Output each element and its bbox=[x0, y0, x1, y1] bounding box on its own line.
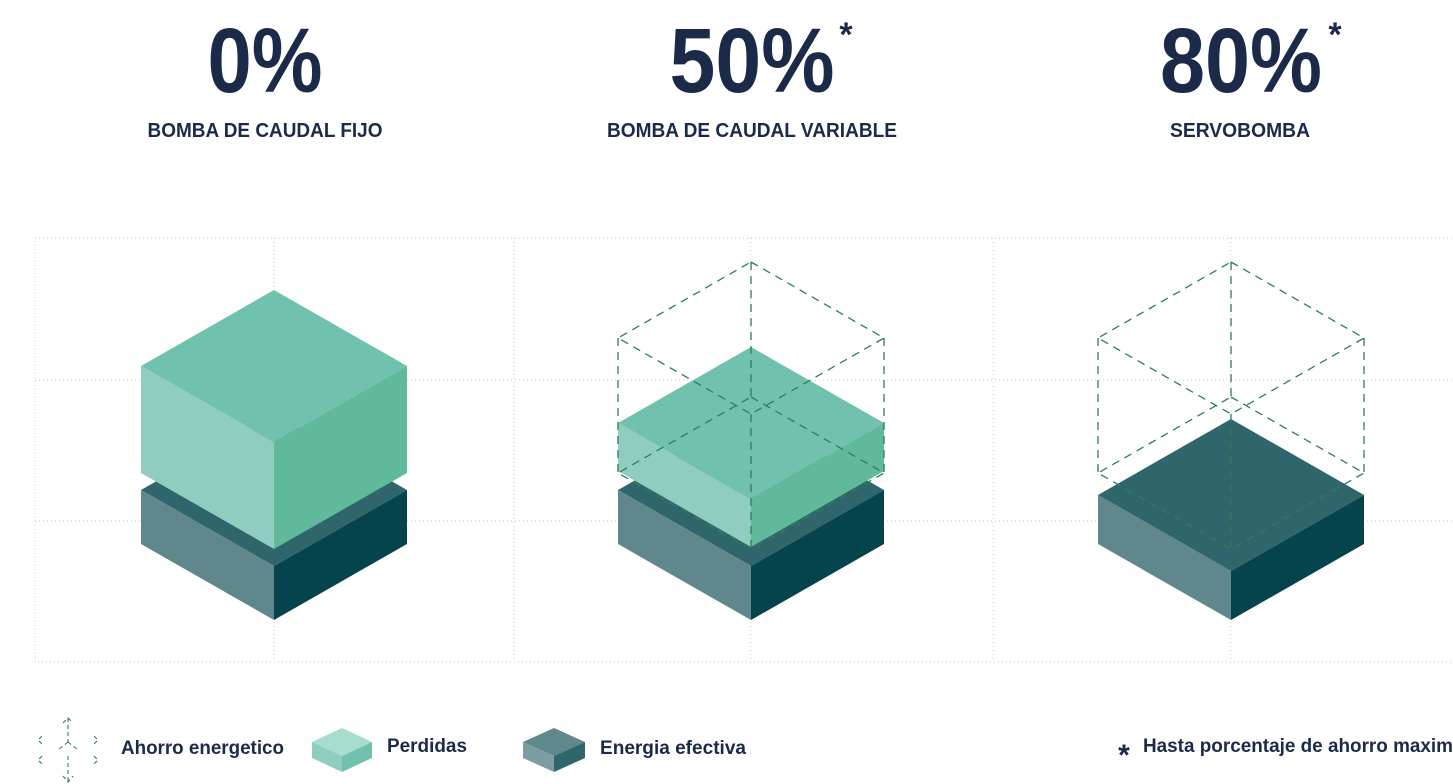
percent: 0% bbox=[208, 10, 323, 112]
column-label: BOMBA DE CAUDAL FIJO bbox=[148, 120, 383, 142]
legend-icon-effective bbox=[523, 728, 585, 772]
note-mark: * bbox=[1328, 16, 1342, 54]
legend-label: Perdidas bbox=[387, 736, 467, 757]
legend-icon-saving bbox=[38, 718, 98, 782]
percent: 80% bbox=[1160, 10, 1322, 112]
footnote: Hasta porcentaje de ahorro maxim bbox=[1143, 736, 1453, 757]
legend: Ahorro energetico Perdidas Energia efect… bbox=[38, 718, 1453, 782]
note-mark: * bbox=[839, 16, 853, 54]
column-label: BOMBA DE CAUDAL VARIABLE bbox=[607, 120, 897, 142]
legend-label: Ahorro energetico bbox=[121, 738, 284, 759]
column-label: SERVOBOMBA bbox=[1170, 120, 1310, 142]
note-mark: * bbox=[1118, 739, 1130, 772]
legend-icon-losses bbox=[312, 728, 372, 772]
percent: 50% bbox=[670, 10, 835, 112]
figures bbox=[141, 262, 1364, 620]
infographic: 0% BOMBA DE CAUDAL FIJO 50% * BOMBA DE C… bbox=[0, 0, 1453, 784]
page: 0% BOMBA DE CAUDAL FIJO 50% * BOMBA DE C… bbox=[0, 0, 1453, 784]
legend-label: Energia efectiva bbox=[600, 738, 746, 759]
